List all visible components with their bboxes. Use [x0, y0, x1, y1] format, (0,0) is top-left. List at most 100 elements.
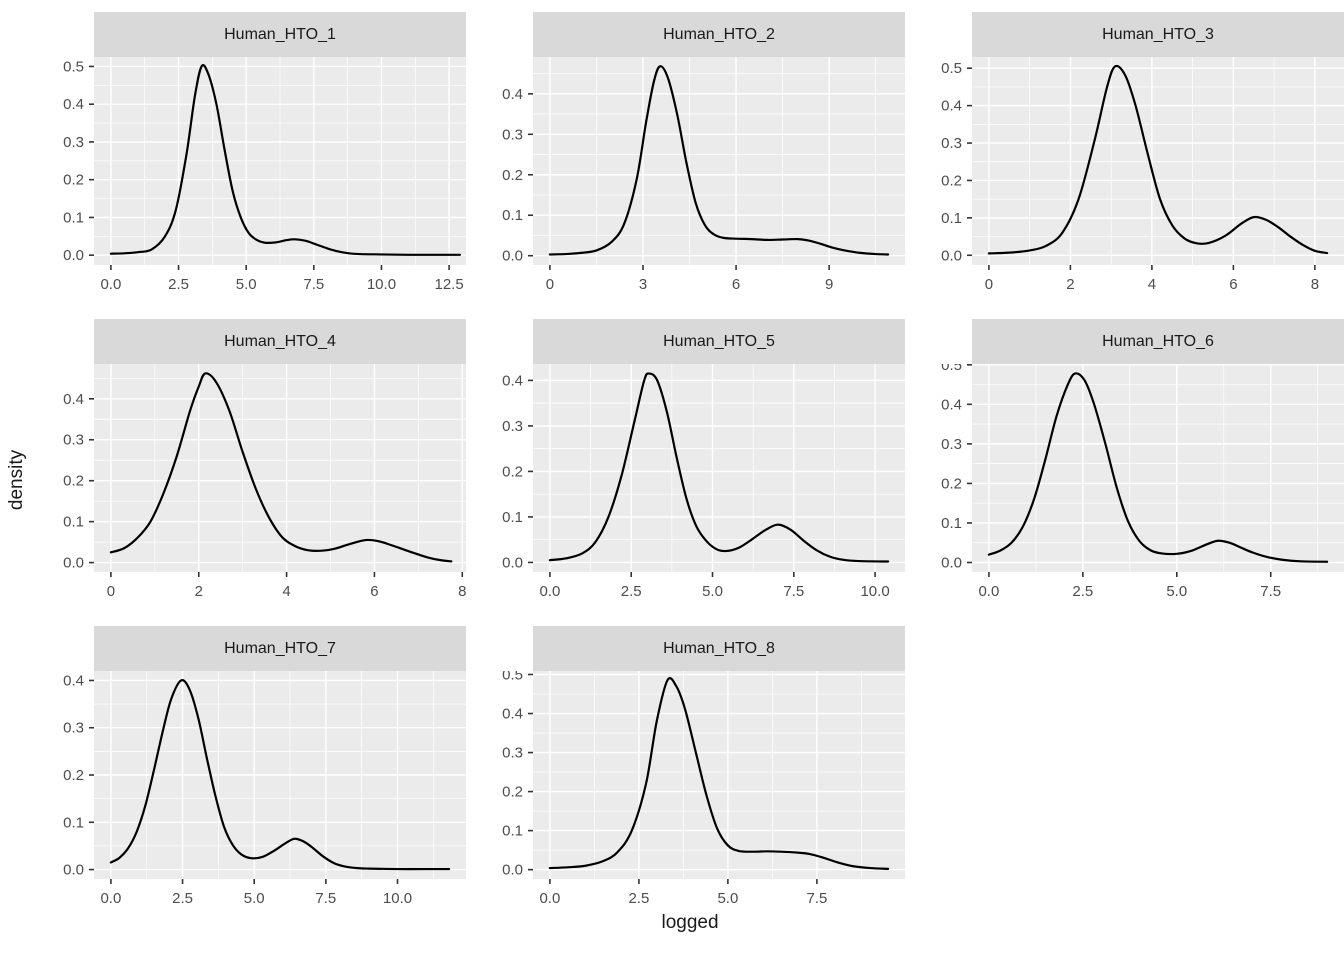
- x-tick-label: 4: [282, 583, 290, 600]
- x-axis-title: logged: [661, 912, 719, 933]
- y-tick-label: 0.2: [502, 784, 523, 801]
- density-plot-panel: 0.0 2.5 5.0 7.5 10.0 0.0 0.1 0.2 0.3 0.4: [63, 671, 466, 907]
- facet-title: Human_HTO_6: [1102, 332, 1214, 350]
- y-tick-label: 0.1: [941, 210, 962, 227]
- x-tick-label: 2.5: [1072, 583, 1093, 600]
- density-curve: [109, 64, 462, 256]
- facet-strip: Human_HTO_6: [972, 319, 1344, 364]
- x-tick-label: 10.0: [367, 276, 396, 293]
- y-tick-label: 0.3: [502, 745, 523, 762]
- density-plot-panel: 0 2 4 6 8 0.0 0.1 0.2 0.3 0.4: [63, 364, 466, 600]
- y-tick-label: 0.3: [941, 436, 962, 453]
- facet-strip: Human_HTO_2: [533, 12, 905, 57]
- y-tick-label: 0.1: [502, 509, 523, 526]
- y-tick-label: 0.0: [941, 247, 962, 264]
- y-tick-label: 0.2: [63, 473, 84, 490]
- y-tick-label: 0.3: [63, 720, 84, 737]
- facet-empty-cell: [914, 626, 1344, 915]
- x-tick-label: 5.0: [702, 583, 723, 600]
- y-tick-label: 0.2: [502, 463, 523, 480]
- density-plot-panel: 0.0 2.5 5.0 7.5 10.0 0.0 0.1 0.2 0.3 0.4: [502, 364, 905, 600]
- y-tick-label: 0.0: [63, 862, 84, 879]
- y-tick-label: 0.0: [502, 554, 523, 571]
- y-axis-title: density: [6, 449, 27, 511]
- y-tick-label: 0.4: [941, 98, 962, 115]
- y-tick-label: 0.3: [502, 126, 523, 143]
- y-tick-label: 0.4: [502, 86, 523, 103]
- facet-title: Human_HTO_1: [224, 25, 336, 43]
- x-tick-label: 2.5: [628, 890, 649, 907]
- x-tick-label: 10.0: [383, 890, 412, 907]
- x-tick-label: 2: [195, 583, 203, 600]
- y-tick-label: 0.3: [502, 418, 523, 435]
- facet-human-hto-4: Human_HTO_4 0 2 4 6 8 0.0 0.1 0.2 0.3 0.4: [36, 319, 466, 608]
- density-curve: [109, 679, 451, 871]
- x-tick-label: 6: [1229, 276, 1237, 293]
- x-tick-label: 0.0: [539, 583, 560, 600]
- x-tick-label: 2.5: [621, 583, 642, 600]
- density-curve: [548, 372, 890, 563]
- x-tick-label: 9: [825, 276, 833, 293]
- facet-human-hto-6: Human_HTO_6 0.0 2.5 5.0 7.5 0.0 0.1 0.2 0.3 0.4 0…: [914, 319, 1344, 608]
- y-tick-label: 0.0: [502, 862, 523, 879]
- x-tick-label: 2: [1066, 276, 1074, 293]
- x-tick-label: 3: [639, 276, 647, 293]
- facet-title: Human_HTO_7: [224, 639, 336, 657]
- y-tick-label: 0.5: [941, 364, 962, 374]
- x-tick-label: 0: [985, 276, 993, 293]
- y-tick-label: 0.0: [502, 248, 523, 265]
- y-tick-label: 0.1: [502, 207, 523, 224]
- y-tick-label: 0.0: [63, 555, 84, 572]
- facet-strip: Human_HTO_1: [94, 12, 466, 57]
- x-tick-label: 0.0: [100, 890, 121, 907]
- y-tick-label: 0.2: [941, 475, 962, 492]
- facet-strip: Human_HTO_7: [94, 626, 466, 671]
- x-tick-label: 5.0: [1166, 583, 1187, 600]
- y-tick-label: 0.1: [502, 823, 523, 840]
- x-tick-label: 10.0: [860, 583, 889, 600]
- facet-title: Human_HTO_8: [663, 639, 775, 657]
- x-tick-label: 0.0: [539, 890, 560, 907]
- x-tick-label: 7.5: [783, 583, 804, 600]
- x-tick-label: 5.0: [236, 276, 257, 293]
- y-tick-label: 0.4: [63, 391, 84, 408]
- x-tick-label: 0: [546, 276, 554, 293]
- facet-human-hto-1: Human_HTO_1 0.0 2.5 5.0 7.5 10.0 12.5 0.0 0.1 0.…: [36, 12, 466, 301]
- x-tick-label: 6: [732, 276, 740, 293]
- y-tick-label: 0.4: [502, 706, 523, 723]
- x-tick-label: 0: [107, 583, 115, 600]
- x-tick-label: 4: [1148, 276, 1156, 293]
- density-plot-panel: 0 3 6 9 0.0 0.1 0.2 0.3 0.4: [502, 57, 905, 293]
- panel-background: [972, 364, 1344, 572]
- y-tick-label: 0.4: [63, 96, 84, 113]
- density-plot-panel: 0.0 2.5 5.0 7.5 0.0 0.1 0.2 0.3 0.4 0.5: [941, 364, 1344, 600]
- facet-human-hto-7: Human_HTO_7 0.0 2.5 5.0 7.5 10.0 0.0 0.1 0.2 0.3…: [36, 626, 466, 915]
- facet-strip: Human_HTO_4: [94, 319, 466, 364]
- facet-human-hto-3: Human_HTO_3 0 2 4 6 8 0.0 0.1 0.2 0.3 0.4 0.5: [914, 12, 1344, 301]
- y-tick-label: 0.5: [941, 60, 962, 77]
- density-curve: [987, 372, 1329, 563]
- x-tick-label: 7.5: [1260, 583, 1281, 600]
- density-curve: [109, 372, 453, 563]
- facet-strip: Human_HTO_3: [972, 12, 1344, 57]
- panel-background: [94, 364, 466, 572]
- x-tick-label: 6: [370, 583, 378, 600]
- x-tick-label: 7.5: [806, 890, 827, 907]
- x-tick-label: 7.5: [315, 890, 336, 907]
- x-tick-label: 0.0: [100, 276, 121, 293]
- x-tick-label: 8: [1311, 276, 1319, 293]
- density-curve: [987, 64, 1329, 255]
- y-tick-label: 0.1: [63, 814, 84, 831]
- y-tick-label: 0.1: [63, 209, 84, 226]
- y-tick-label: 0.5: [63, 58, 84, 75]
- density-curve: [548, 65, 890, 256]
- panel-background: [533, 671, 905, 879]
- y-tick-label: 0.2: [941, 172, 962, 189]
- y-tick-label: 0.4: [502, 372, 523, 389]
- x-tick-label: 5.0: [244, 890, 265, 907]
- facet-title: Human_HTO_5: [663, 332, 775, 350]
- y-tick-label: 0.3: [63, 432, 84, 449]
- facet-title: Human_HTO_2: [663, 25, 775, 43]
- panel-background: [533, 57, 905, 265]
